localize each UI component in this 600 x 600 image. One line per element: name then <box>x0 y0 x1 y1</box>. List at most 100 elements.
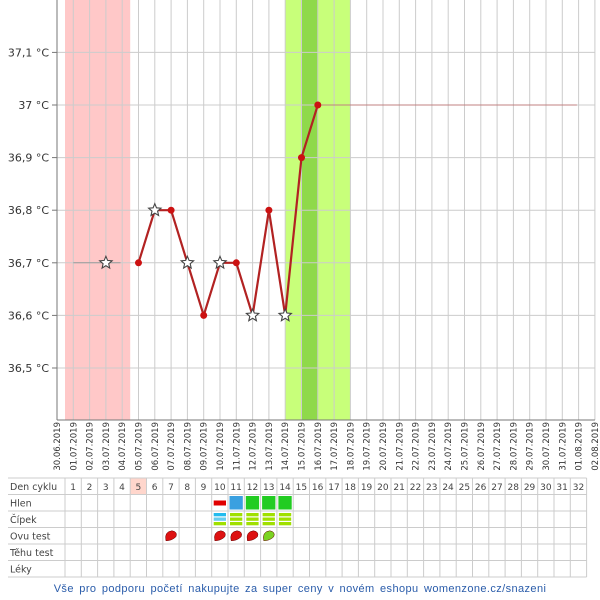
cycle-day-number: 20 <box>377 483 389 493</box>
y-tick-label: 36,5 °C <box>8 362 49 375</box>
cervix-marker <box>246 513 259 517</box>
y-tick-label: 36,7 °C <box>8 257 49 270</box>
x-axis: 30.06.2019 01.07.2019 02.07.2019 03.07.2019… <box>53 419 600 471</box>
cervix-marker <box>230 517 243 521</box>
x-tick-label: 05.07.2019 <box>135 422 145 471</box>
table-row-label: Čípek <box>10 514 37 526</box>
x-tick-label: 07.07.2019 <box>167 422 177 471</box>
cycle-day-number: 30 <box>540 483 552 493</box>
temperature-markers <box>98 101 322 322</box>
x-tick-label: 03.07.2019 <box>102 422 112 471</box>
temperature-point-dot <box>314 101 322 109</box>
cervix-marker <box>213 522 226 526</box>
cycle-day-number: 9 <box>201 483 207 493</box>
x-tick-label: 02.08.2019 <box>591 422 600 471</box>
cycle-day-number: 29 <box>524 483 536 493</box>
cycle-day-number: 14 <box>279 483 291 493</box>
x-tick-label: 09.07.2019 <box>200 422 210 471</box>
cycle-day-number: 1 <box>70 483 76 493</box>
x-tick-label: 25.07.2019 <box>461 422 471 471</box>
cervix-marker <box>262 522 275 526</box>
cycle-day-number: 24 <box>442 483 454 493</box>
x-tick-label: 06.07.2019 <box>151 422 161 471</box>
temperature-point-dot <box>200 311 208 319</box>
cervix-marker <box>213 513 226 517</box>
x-tick-label: 20.07.2019 <box>379 422 389 471</box>
x-tick-label: 19.07.2019 <box>363 422 373 471</box>
x-tick-label: 24.07.2019 <box>444 422 454 471</box>
cycle-day-number: 3 <box>103 483 109 493</box>
x-tick-label: 10.07.2019 <box>216 422 226 471</box>
cervix-marker <box>230 513 243 517</box>
excluded-point-star <box>98 254 114 270</box>
x-tick-label: 04.07.2019 <box>118 422 128 471</box>
table-row-label: Těhu test <box>9 548 54 559</box>
table-row-label: Hlen <box>10 499 32 510</box>
x-tick-label: 21.07.2019 <box>395 422 405 471</box>
cycle-day-number: 5 <box>135 483 141 493</box>
x-tick-label: 11.07.2019 <box>232 422 242 471</box>
grid-group <box>56 0 596 420</box>
x-tick-label: 30.06.2019 <box>53 422 63 471</box>
x-tick-label: 29.07.2019 <box>526 422 536 471</box>
y-axis: 37,1 °C 37 °C 36,9 °C 36,8 °C 36,7 °C 36,6 °C… <box>8 0 58 420</box>
cycle-day-number: 8 <box>184 483 190 493</box>
temperature-point-star <box>179 254 195 270</box>
y-tick-label: 36,6 °C <box>8 309 49 322</box>
cervix-marker <box>213 517 226 521</box>
x-tick-label: 13.07.2019 <box>265 422 275 471</box>
mucus-marker <box>262 496 276 510</box>
temperature-point-star <box>245 307 261 322</box>
temperature-point-dot <box>135 259 142 267</box>
cycle-day-number: 22 <box>410 483 421 493</box>
x-tick-label: 08.07.2019 <box>183 422 193 471</box>
x-tick-label: 23.07.2019 <box>428 422 438 471</box>
x-tick-label: 14.07.2019 <box>281 422 291 471</box>
x-tick-label: 18.07.2019 <box>346 422 356 471</box>
temperature-point-star <box>277 307 293 322</box>
x-tick-label: 15.07.2019 <box>298 422 308 471</box>
x-tick-label: 12.07.2019 <box>249 422 259 471</box>
x-tick-label: 31.07.2019 <box>558 422 568 471</box>
cervix-marker <box>262 517 275 521</box>
ovulation-test-icon <box>246 530 259 542</box>
temperature-point-star <box>212 254 228 270</box>
temperature-point-dot <box>167 206 175 214</box>
cycle-day-number: 13 <box>263 483 274 493</box>
mucus-marker <box>229 496 243 510</box>
cycle-day-number: 19 <box>361 483 373 493</box>
table-row-label: Ovu test <box>10 532 51 543</box>
cycle-day-number: 4 <box>119 483 125 493</box>
x-tick-label: 16.07.2019 <box>314 422 324 471</box>
y-tick-label: 36,9 °C <box>8 152 49 165</box>
ovulation-test-icon <box>230 530 242 542</box>
x-tick-label: 02.07.2019 <box>86 422 96 471</box>
mucus-marker <box>245 496 260 510</box>
eshop-promo-link[interactable]: Vše pro podporu početí nakupujte za supe… <box>53 583 547 595</box>
cycle-day-number: 32 <box>573 483 584 493</box>
cycle-day-number: 2 <box>87 483 93 493</box>
y-tick-label: 37,1 °C <box>8 46 49 59</box>
cycle-day-number: 12 <box>247 483 258 493</box>
cycle-day-number: 28 <box>508 483 520 493</box>
reference-lines-group <box>73 104 577 264</box>
cycle-day-number: 26 <box>475 483 487 493</box>
cycle-day-number: 16 <box>312 483 324 493</box>
cycle-day-number: 25 <box>459 483 470 493</box>
cervix-marker <box>246 522 259 526</box>
cycle-day-number: 31 <box>556 483 567 493</box>
y-tick-label: 37 °C <box>18 99 49 112</box>
ovulation-test-icon <box>263 530 275 542</box>
temperature-point-dot <box>265 206 273 214</box>
ovulation-test-icon <box>165 530 177 542</box>
cycle-day-number: 17 <box>328 483 339 493</box>
cycle-day-number: 7 <box>168 483 174 493</box>
x-tick-label: 26.07.2019 <box>477 422 487 471</box>
cycle-day-number: 27 <box>491 483 502 493</box>
mucus-marker <box>278 496 292 510</box>
cervix-marker <box>278 522 292 526</box>
table-row-label: Léky <box>10 565 32 576</box>
cycle-day-number: 18 <box>345 483 357 493</box>
cycle-day-number: 15 <box>296 483 307 493</box>
